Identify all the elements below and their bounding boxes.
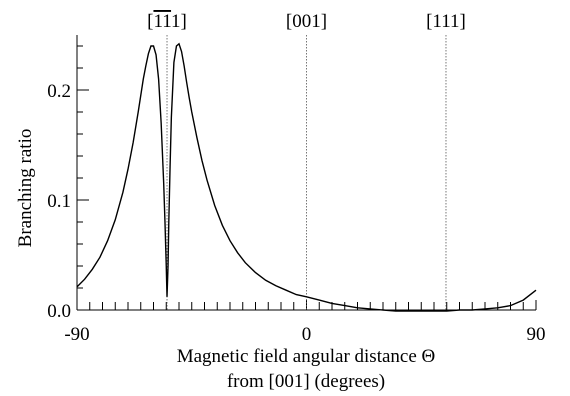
y-tick-label: 0.1 <box>47 191 71 212</box>
series-line <box>76 42 537 312</box>
x-tick-label: -90 <box>64 324 89 345</box>
marker-label: [001] <box>286 11 327 32</box>
y-tick-label: 0.0 <box>47 301 71 322</box>
x-axis-label: Magnetic field angular distance Θ <box>177 346 436 367</box>
minor-ticks <box>76 45 537 311</box>
marker-label: [111] <box>426 11 466 32</box>
x-tick-label: 90 <box>527 324 546 345</box>
marker-label: [111] <box>147 11 187 32</box>
y-axis-label: Branching ratio <box>15 129 36 248</box>
vertical-markers: [111] [001] [111] <box>147 11 466 310</box>
tick-labels: -90 0 90 0.0 0.1 0.2 <box>47 81 545 345</box>
axes <box>76 35 536 311</box>
x-axis-label-line2: from [001] (degrees) <box>227 371 385 392</box>
x-tick-label: 0 <box>302 324 312 345</box>
y-tick-label: 0.2 <box>47 81 71 102</box>
